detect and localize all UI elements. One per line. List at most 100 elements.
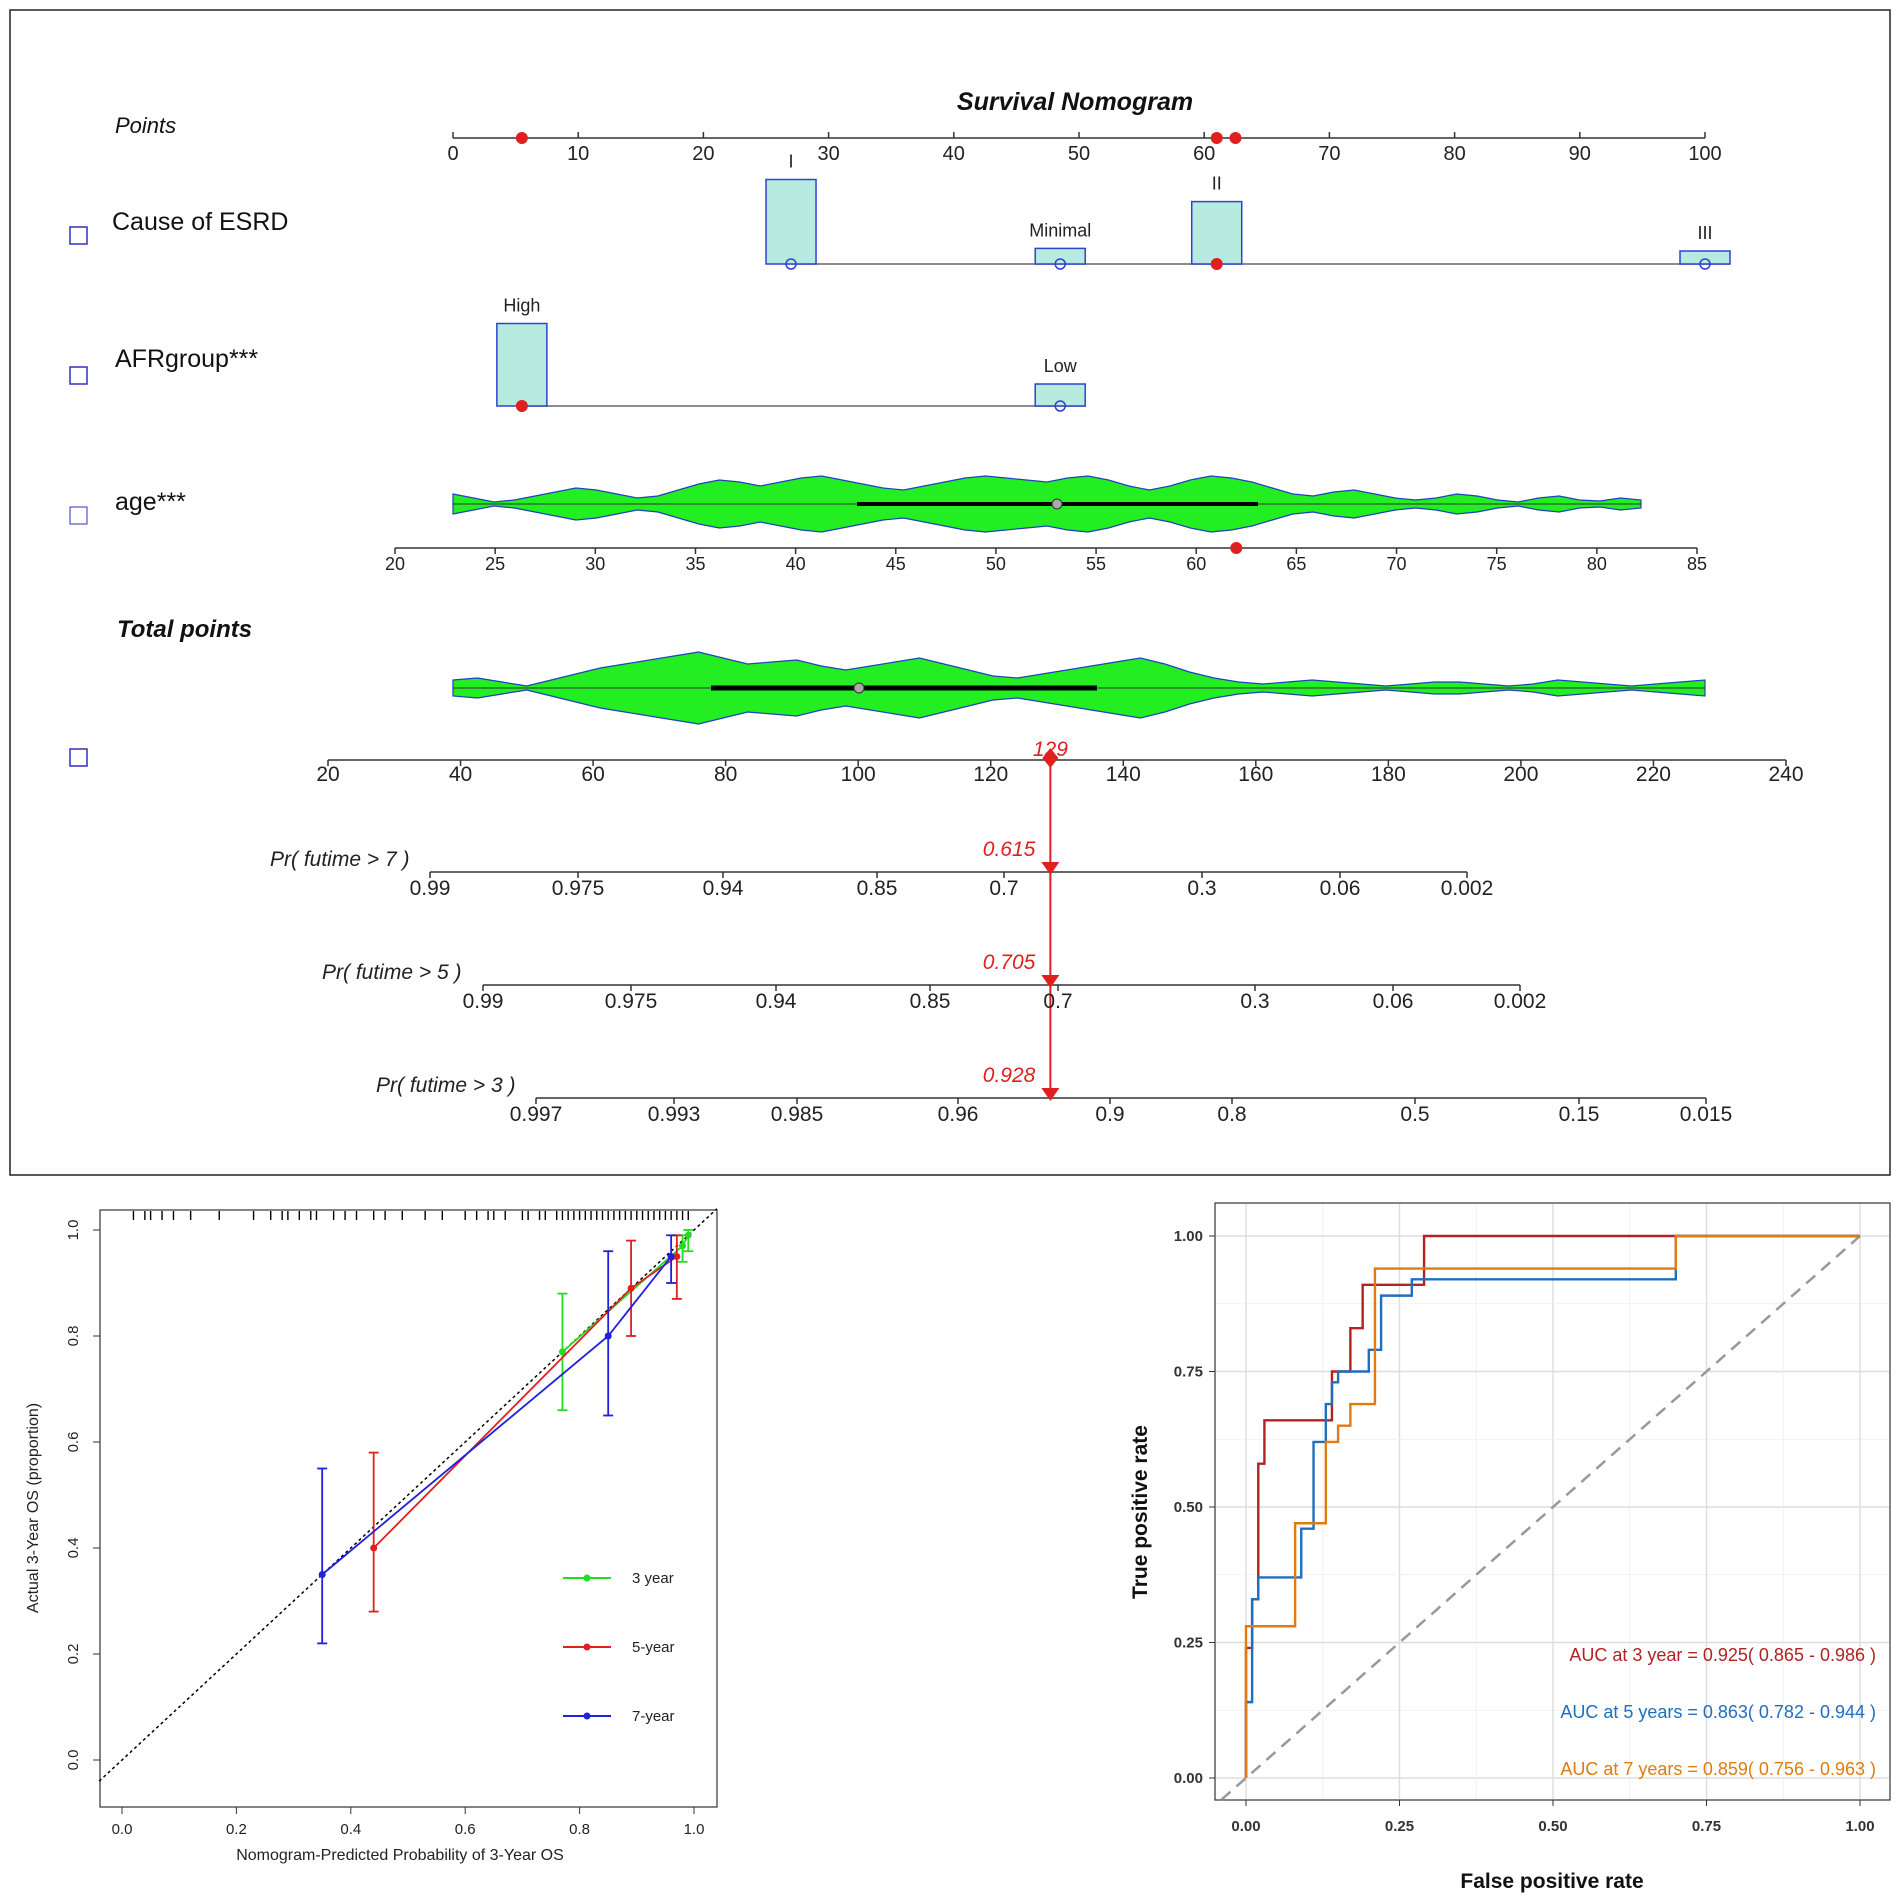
calib-point: [318, 1571, 326, 1578]
afr-level-label: High: [503, 296, 540, 316]
prob-tick-label: 0.94: [756, 990, 797, 1013]
calib-x-tick-label: 0.6: [455, 1821, 476, 1838]
age-median-dot: [1051, 498, 1063, 510]
age-tick-label: 85: [1687, 554, 1707, 574]
age-tick-label: 20: [385, 554, 405, 574]
total-value-marker: [1042, 748, 1059, 768]
roc-y-label: True positive rate: [1129, 1425, 1152, 1599]
calib-legend-marker: [583, 1643, 591, 1651]
prob-tick-label: 0.9: [1095, 1103, 1124, 1126]
roc-x-tick-label: 1.00: [1845, 1818, 1874, 1835]
total-tick-label: 60: [581, 763, 604, 786]
age-tick-label: 30: [585, 554, 605, 574]
calib-legend-label: 7-year: [632, 1708, 675, 1725]
roc-y-tick-label: 0.50: [1174, 1499, 1203, 1516]
prob-tick-label: 0.15: [1559, 1103, 1600, 1126]
cause-checkbox[interactable]: [69, 226, 88, 245]
prob-tick-label: 0.85: [857, 877, 898, 900]
prob-value-label: 0.928: [983, 1064, 1036, 1087]
calib-point: [604, 1332, 612, 1340]
prob-tick-label: 0.06: [1373, 990, 1414, 1013]
prob-row-label: Pr( futime > 7 ): [270, 848, 409, 871]
total-tick-label: 40: [449, 763, 472, 786]
total-tick-label: 20: [316, 763, 339, 786]
age-tick-label: 65: [1286, 554, 1306, 574]
points-tick-label: 10: [567, 143, 589, 165]
total-tick-label: 160: [1238, 763, 1273, 786]
calibration-y-label: Actual 3-Year OS (proportion): [25, 1403, 42, 1613]
cause-bar-ii: [1190, 200, 1243, 265]
afr-level-marker: [1054, 400, 1066, 412]
age-tick-label: 40: [786, 554, 806, 574]
total-checkbox[interactable]: [69, 748, 88, 767]
calib-point: [679, 1242, 687, 1250]
age-checkbox[interactable]: [69, 506, 88, 525]
afr-checkbox[interactable]: [69, 366, 88, 385]
calib-ideal-line: [98, 1208, 718, 1782]
points-tick-label: 90: [1569, 143, 1591, 165]
prob-value-marker: [1041, 975, 1060, 988]
roc-series-line: [1244, 1234, 1860, 1778]
selected-point-marker: [515, 132, 528, 144]
total-tick-label: 120: [973, 763, 1008, 786]
points-tick-label: 50: [1068, 143, 1090, 165]
points-tick-label: 40: [943, 143, 965, 165]
prob-row-label: Pr( futime > 5 ): [322, 961, 461, 984]
points-tick-label: 60: [1193, 143, 1215, 165]
nomogram-title: Survival Nomogram: [957, 88, 1193, 116]
prob-tick-label: 0.3: [1240, 990, 1269, 1013]
age-tick-label: 60: [1186, 554, 1206, 574]
calib-x-tick-label: 0.8: [569, 1821, 590, 1838]
calib-point: [558, 1348, 566, 1356]
age-tick-label: 75: [1487, 554, 1507, 574]
roc-series-line: [1244, 1234, 1860, 1778]
age-tick-label: 25: [485, 554, 505, 574]
cause-label: Cause of ESRD: [112, 208, 288, 236]
afr-bar-low: [1034, 383, 1086, 407]
cause-level-label: Minimal: [1029, 220, 1091, 240]
survival-nomogram: Survival Nomogram Points Cause of ESRD A…: [9, 9, 1891, 1176]
roc-x-tick-label: 0.50: [1538, 1818, 1567, 1835]
roc-x-tick-label: 0.75: [1692, 1818, 1721, 1835]
age-selected-marker: [1230, 542, 1243, 554]
points-tick-label: 80: [1443, 143, 1465, 165]
prob-tick-label: 0.85: [910, 990, 951, 1013]
prob-tick-label: 0.975: [605, 990, 658, 1013]
total-tick-label: 100: [841, 763, 876, 786]
calib-y-tick-label: 0.8: [65, 1326, 82, 1347]
prob-row-label: Pr( futime > 3 ): [376, 1074, 515, 1097]
afr-label: AFRgroup***: [115, 345, 258, 373]
roc-chart: False positive rate True positive rate 0…: [1129, 1202, 1891, 1893]
points-label: Points: [115, 113, 176, 138]
calib-x-tick-label: 0.2: [226, 1821, 247, 1838]
prob-tick-label: 0.002: [1494, 990, 1547, 1013]
afr-bar-high: [496, 322, 548, 407]
roc-x-label: False positive rate: [1460, 1870, 1643, 1893]
prob-value-marker: [1041, 862, 1060, 875]
age-tick-label: 80: [1587, 554, 1607, 574]
prob-tick-label: 0.5: [1400, 1103, 1429, 1126]
prob-tick-label: 0.993: [648, 1103, 701, 1126]
calib-legend-marker: [583, 1574, 591, 1582]
calibration-chart: Nomogram-Predicted Probability of 3-Year…: [25, 1208, 718, 1864]
total-tick-label: 140: [1106, 763, 1141, 786]
prob-tick-label: 0.99: [463, 990, 504, 1013]
calib-x-tick-label: 1.0: [684, 1821, 705, 1838]
calib-x-tick-label: 0.0: [112, 1821, 133, 1838]
prob-tick-label: 0.99: [410, 877, 451, 900]
calib-legend-label: 3 year: [632, 1570, 674, 1587]
cause-level-marker: [785, 258, 797, 270]
roc-y-tick-label: 0.00: [1174, 1770, 1203, 1787]
roc-chance-line: [1220, 1235, 1861, 1801]
prob-tick-label: 0.015: [1680, 1103, 1733, 1126]
afr-selected-marker: [515, 400, 528, 412]
cause-level-label: II: [1212, 174, 1222, 194]
calibration-x-label: Nomogram-Predicted Probability of 3-Year…: [236, 1847, 564, 1864]
points-tick-label: 0: [447, 143, 458, 165]
calib-y-tick-label: 1.0: [65, 1220, 82, 1241]
age-tick-label: 50: [986, 554, 1006, 574]
cause-level-label: I: [789, 152, 794, 172]
roc-y-tick-label: 1.00: [1174, 1228, 1203, 1245]
prob-value-marker: [1041, 1088, 1060, 1101]
roc-auc-label: AUC at 5 years = 0.863( 0.782 - 0.944 ): [1560, 1702, 1876, 1722]
